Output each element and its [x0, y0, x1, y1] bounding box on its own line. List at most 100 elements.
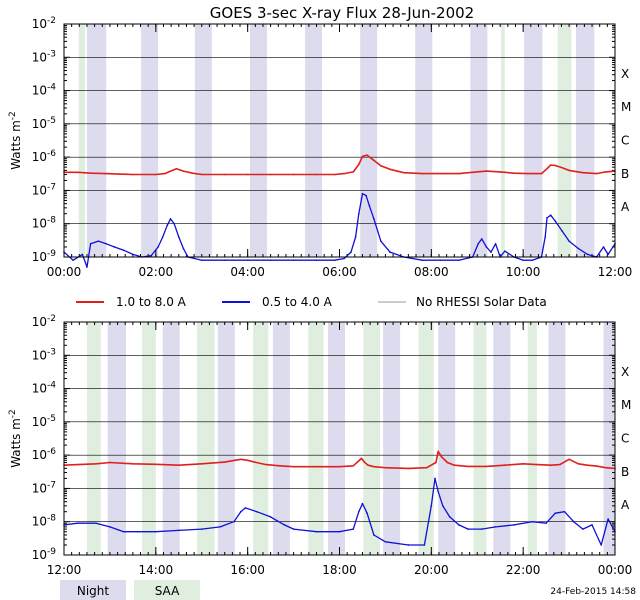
series-short-point: [315, 530, 318, 533]
series-long-point: [200, 462, 203, 465]
series-long-point: [595, 172, 598, 175]
series-short-point: [554, 220, 557, 222]
series-short-point: [430, 505, 433, 507]
series-long-point: [522, 462, 524, 465]
series-short-point: [239, 510, 242, 513]
plot-frame: [63, 321, 616, 556]
series-short-point: [292, 528, 295, 530]
series-long-point: [549, 164, 552, 166]
y-tick-exponent: -9: [47, 547, 56, 557]
y-tick-exponent: -6: [47, 447, 56, 457]
panel-1: 10-9 10-8 10-7 10-6 10-5 10-4 10-3 10-2 00:00 02:…: [8, 16, 632, 279]
series-long-point: [549, 464, 552, 466]
x-tick-label: 16:00: [230, 563, 265, 577]
series-short-point: [549, 214, 552, 217]
flare-class-label: C: [621, 134, 629, 148]
x-tick-label: 00:00: [47, 265, 82, 279]
y-tick-exponent: -2: [47, 314, 56, 324]
series-short-point: [481, 238, 483, 240]
series-long-point: [568, 458, 570, 461]
series-long-point: [485, 170, 488, 172]
saa-band: [501, 24, 505, 257]
flare-class-label: M: [621, 398, 631, 412]
series-short-point: [352, 528, 355, 530]
plot-frame: [63, 23, 616, 258]
series-long-point: [439, 172, 442, 175]
y-tick-label: 10-6: [32, 149, 57, 164]
saa-band: [197, 322, 215, 555]
series-long-point: [239, 458, 242, 461]
y-tick-label: 10-9: [32, 249, 57, 264]
night-band: [575, 24, 595, 257]
series-short-point: [586, 253, 589, 256]
series-long-point: [352, 171, 355, 173]
series-long-point: [453, 464, 456, 466]
series-short-point: [607, 253, 609, 256]
series-short-point: [545, 522, 547, 525]
series-short-point: [563, 510, 566, 513]
series-short-point: [423, 544, 426, 546]
series-long-point: [155, 463, 157, 466]
night-band: [249, 24, 267, 257]
series-short-point: [544, 236, 547, 238]
series-long-point: [360, 457, 363, 460]
series-long-point: [132, 462, 134, 465]
series-short-point: [343, 257, 345, 260]
saa-band: [473, 322, 487, 555]
flare-class-label: X: [621, 67, 629, 81]
series-short-point: [173, 222, 175, 225]
x-tick-label: 12:00: [598, 265, 633, 279]
series-short-point: [458, 524, 460, 526]
series-short-point: [95, 522, 97, 525]
legend-night-box: [60, 580, 126, 600]
saa-band: [78, 24, 86, 257]
series-short-point: [256, 510, 258, 513]
series-long-point: [366, 154, 368, 156]
series-short-point: [269, 259, 272, 262]
night-band: [415, 24, 433, 257]
flare-class-label: B: [621, 465, 629, 479]
series-short-point: [200, 259, 203, 262]
series-short-point: [166, 224, 169, 227]
series-short-point: [219, 526, 221, 528]
y-tick-exponent: -5: [47, 116, 56, 126]
series-long-point: [315, 173, 318, 176]
series-short-point: [554, 512, 557, 515]
series-long-point: [246, 173, 249, 176]
series-long-point: [334, 173, 336, 176]
series-short-point: [182, 247, 185, 250]
series-long-point: [471, 171, 474, 174]
night-band: [524, 24, 543, 257]
series-short-point: [531, 259, 534, 262]
night-band: [493, 322, 511, 555]
flare-class-label: C: [621, 432, 629, 446]
series-short-point: [315, 259, 318, 262]
y-axis-label: Watts m-2: [8, 111, 23, 170]
series-long-point: [605, 171, 607, 173]
series-short-point: [494, 526, 497, 528]
series-long-point: [402, 171, 405, 174]
series-short-point: [233, 520, 235, 523]
flare-class-label: A: [621, 200, 630, 214]
series-long-point: [554, 164, 557, 167]
series-short-point: [76, 522, 79, 525]
series-short-point: [513, 524, 515, 526]
series-long-point: [373, 465, 375, 468]
series-long-point: [200, 173, 203, 176]
y-tick-label: 10-5: [32, 116, 56, 131]
series-short-point: [389, 251, 391, 253]
y-tick-exponent: -4: [47, 381, 56, 391]
series-short-point: [373, 218, 375, 220]
series-long-point: [352, 464, 355, 467]
series-short-point: [494, 242, 497, 245]
series-short-point: [504, 250, 506, 252]
y-axis-label-exponent: -2: [8, 409, 18, 418]
legend-saa-label: SAA: [155, 584, 180, 598]
series-long-point: [315, 465, 318, 468]
saa-band: [86, 322, 101, 555]
series-short-point: [421, 259, 423, 262]
series-short-point: [86, 266, 88, 268]
y-tick-exponent: -5: [47, 414, 56, 424]
flare-class-label: X: [621, 365, 629, 379]
series-short-point: [481, 528, 483, 530]
